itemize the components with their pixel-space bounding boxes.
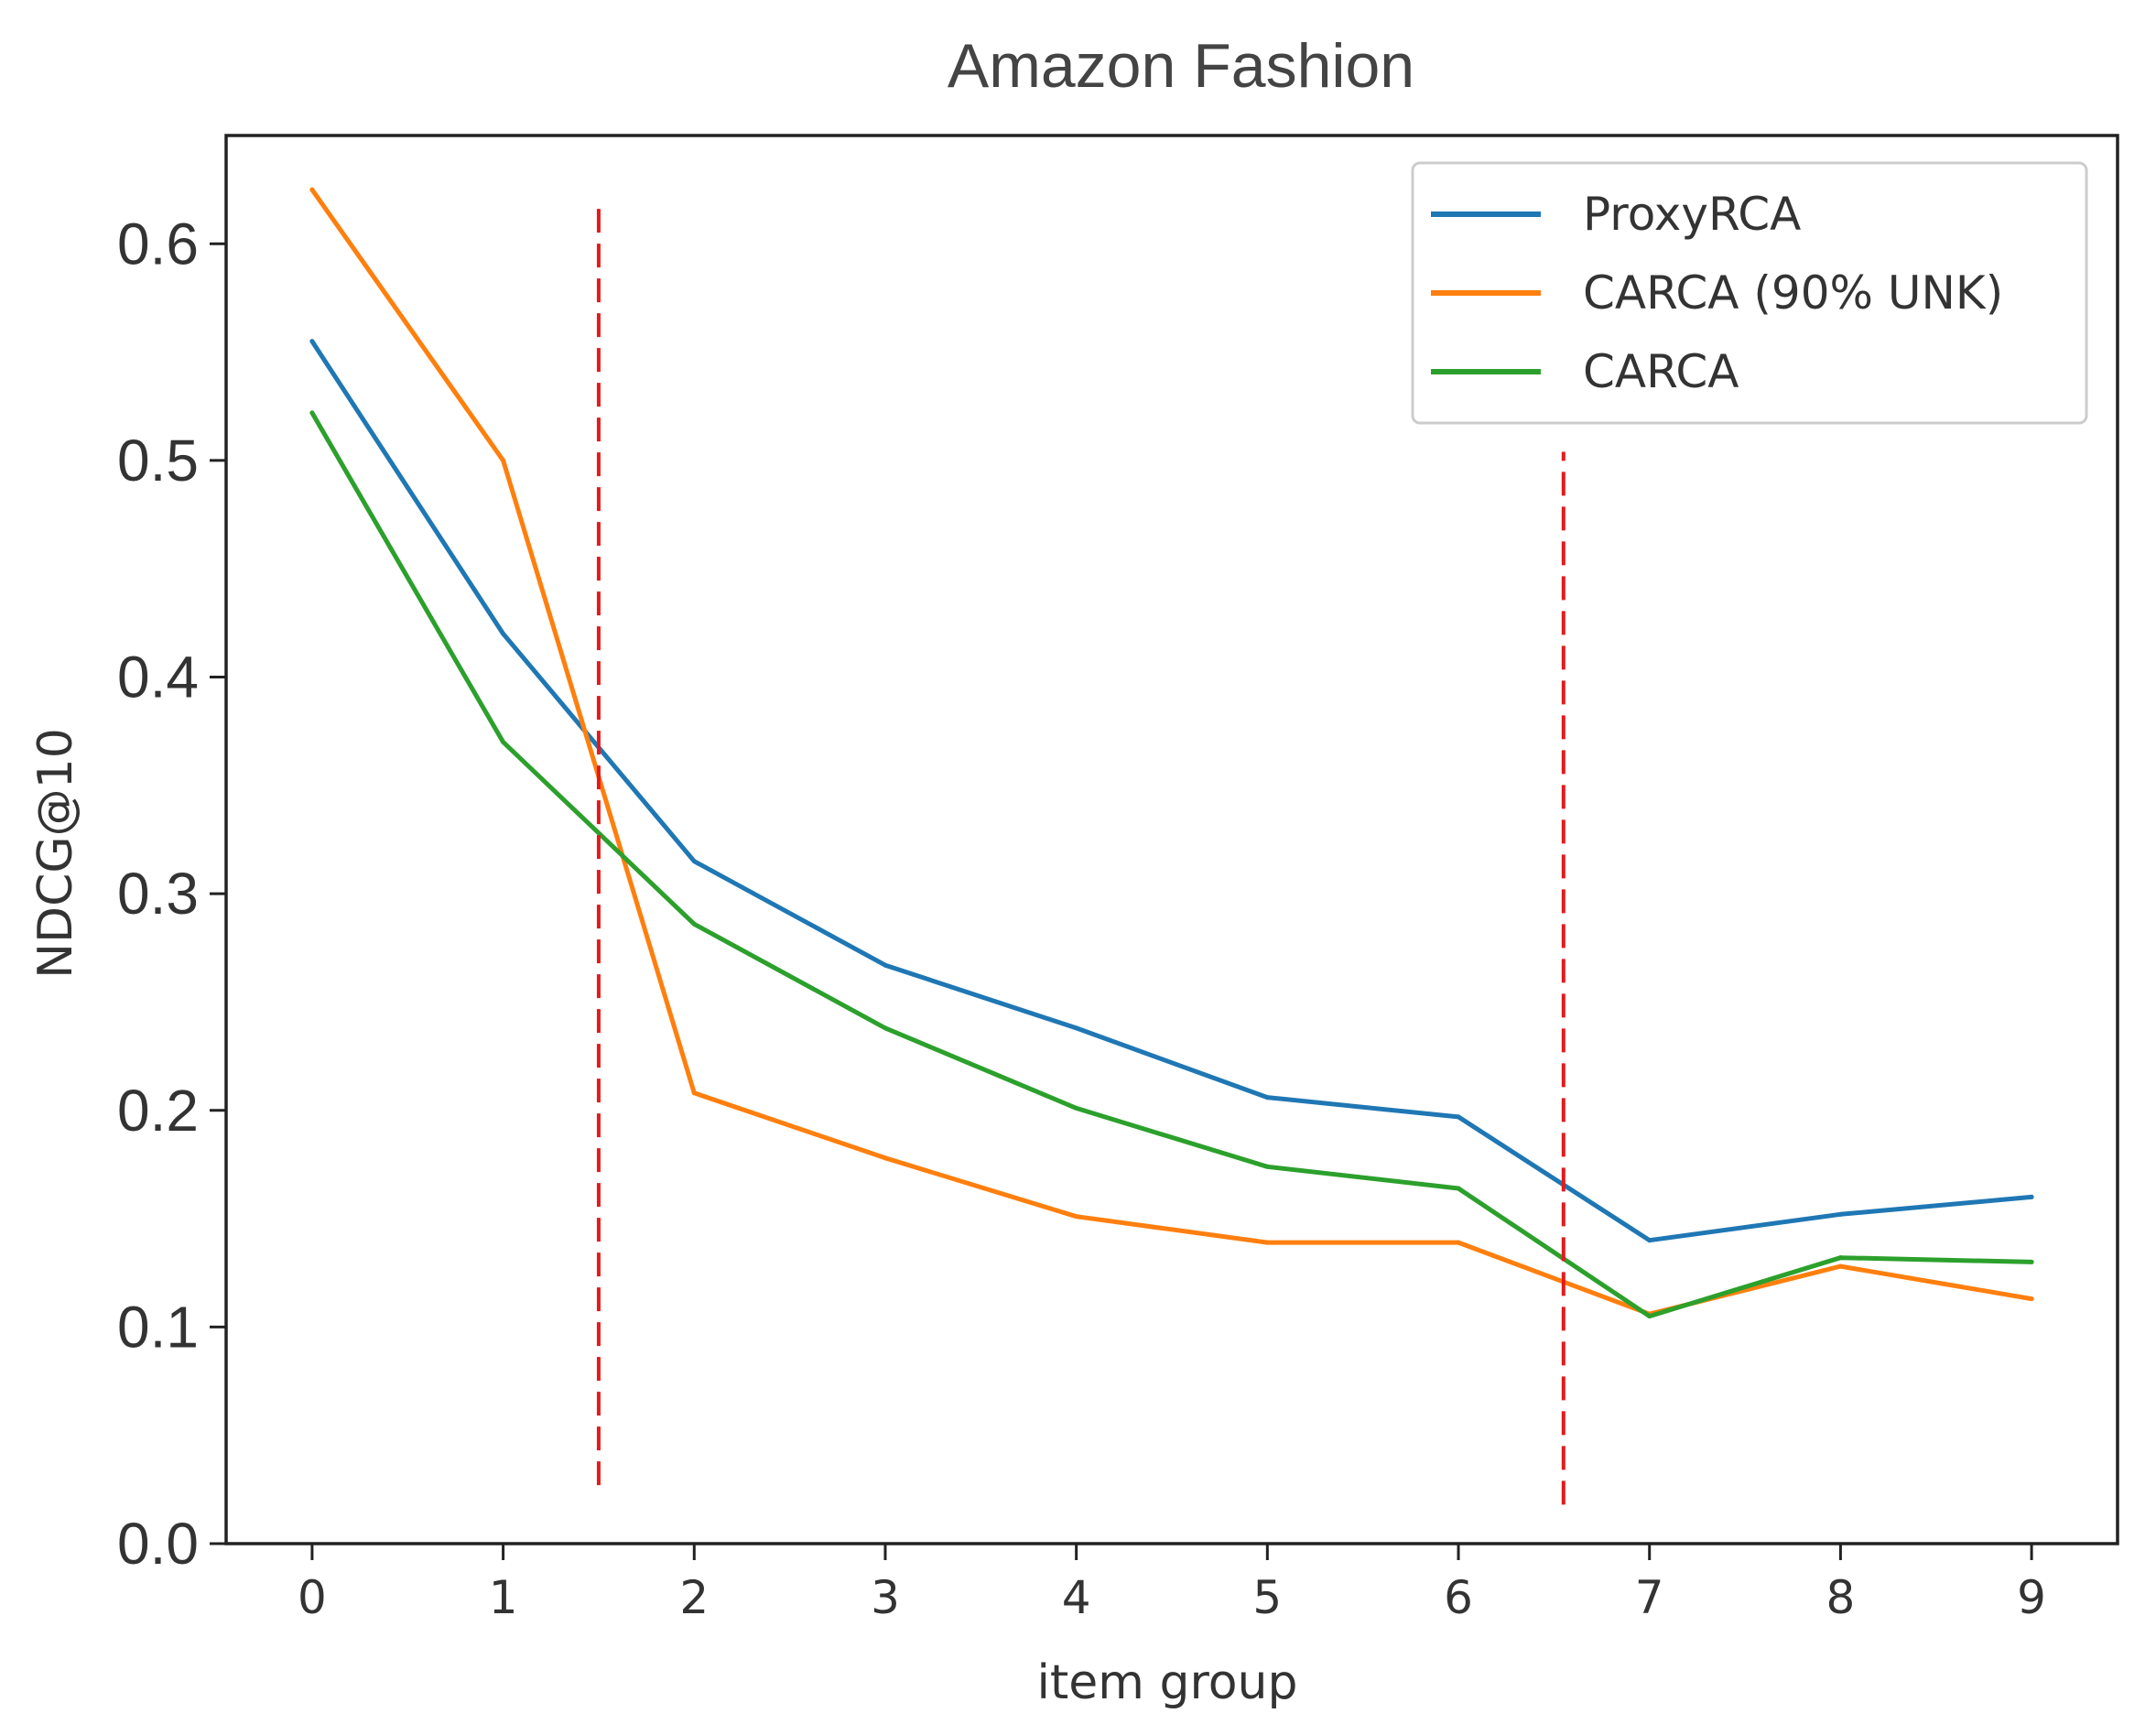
series-0-point-9 xyxy=(2029,1194,2034,1199)
x-tick-label-4: 4 xyxy=(1062,1571,1091,1624)
legend-label-2: CARCA xyxy=(1583,345,1739,398)
legend: ProxyRCA CARCA (90% UNK) CARCA xyxy=(1411,161,2088,425)
y-tick-label-4: 0.4 xyxy=(117,645,199,710)
y-tick-label-0: 0.0 xyxy=(117,1511,199,1577)
x-axis-label: item group xyxy=(1036,1655,1297,1710)
x-tick-label-7: 7 xyxy=(1635,1571,1664,1624)
legend-label-0: ProxyRCA xyxy=(1583,188,1801,241)
series-2-point-5 xyxy=(1264,1164,1270,1169)
series-2-point-4 xyxy=(1074,1105,1079,1111)
series-1-point-6 xyxy=(1456,1240,1461,1245)
plot-frame xyxy=(224,134,2119,1545)
y-axis: 0.0 0.1 0.2 0.3 0.4 0.5 0.6 xyxy=(117,211,226,1577)
series-0-point-7 xyxy=(1647,1238,1652,1243)
y-tick-label-1: 0.1 xyxy=(117,1294,199,1360)
series-1-point-4 xyxy=(1074,1214,1079,1220)
series-0-point-0 xyxy=(309,339,315,344)
x-tick-label-3: 3 xyxy=(871,1571,900,1624)
legend-label-1: CARCA (90% UNK) xyxy=(1583,266,2003,320)
x-tick-label-8: 8 xyxy=(1826,1571,1855,1624)
y-tick-label-2: 0.2 xyxy=(117,1078,199,1144)
series-1-point-0 xyxy=(309,187,315,192)
series-2-point-3 xyxy=(883,1025,888,1031)
x-tick-label-2: 2 xyxy=(679,1571,709,1624)
x-axis: 0 1 2 3 4 5 6 7 8 9 xyxy=(298,1544,2046,1624)
series-1-point-8 xyxy=(1837,1263,1843,1269)
series-1-point-9 xyxy=(2029,1296,2034,1302)
y-axis-label: NDCG@10 xyxy=(28,728,83,979)
series-1-point-5 xyxy=(1264,1240,1270,1245)
series-2-point-8 xyxy=(1837,1255,1843,1261)
series-0-point-1 xyxy=(501,631,506,636)
x-tick-label-5: 5 xyxy=(1252,1571,1282,1624)
series-2-point-6 xyxy=(1456,1186,1461,1191)
series-line-2 xyxy=(309,410,2034,1319)
y-tick-label-6: 0.6 xyxy=(117,211,199,276)
series-2-point-0 xyxy=(309,410,315,416)
series-0-point-4 xyxy=(1074,1025,1079,1031)
series-0-point-6 xyxy=(1456,1114,1461,1120)
series-2-point-9 xyxy=(2029,1259,2034,1264)
series-1-point-2 xyxy=(691,1090,697,1096)
series-2-point-7 xyxy=(1647,1314,1652,1319)
y-tick-label-3: 0.3 xyxy=(117,861,199,927)
plot-area xyxy=(309,187,2034,1505)
x-tick-label-9: 9 xyxy=(2017,1571,2046,1624)
series-0-point-2 xyxy=(691,859,697,864)
x-tick-label-1: 1 xyxy=(489,1571,518,1624)
series-1-point-3 xyxy=(883,1155,888,1161)
legend-box xyxy=(1411,161,2088,425)
series-line-0 xyxy=(309,339,2034,1243)
series-0-point-8 xyxy=(1837,1211,1843,1217)
series-2-point-2 xyxy=(691,921,697,927)
series-0-point-3 xyxy=(883,962,888,968)
y-tick-label-5: 0.5 xyxy=(117,428,199,493)
chart-title: Amazon Fashion xyxy=(948,31,1414,101)
series-2-point-1 xyxy=(501,740,506,745)
series-0-point-5 xyxy=(1264,1095,1270,1101)
x-tick-label-6: 6 xyxy=(1444,1571,1473,1624)
series-1-point-1 xyxy=(501,458,506,463)
x-tick-label-0: 0 xyxy=(298,1571,327,1624)
